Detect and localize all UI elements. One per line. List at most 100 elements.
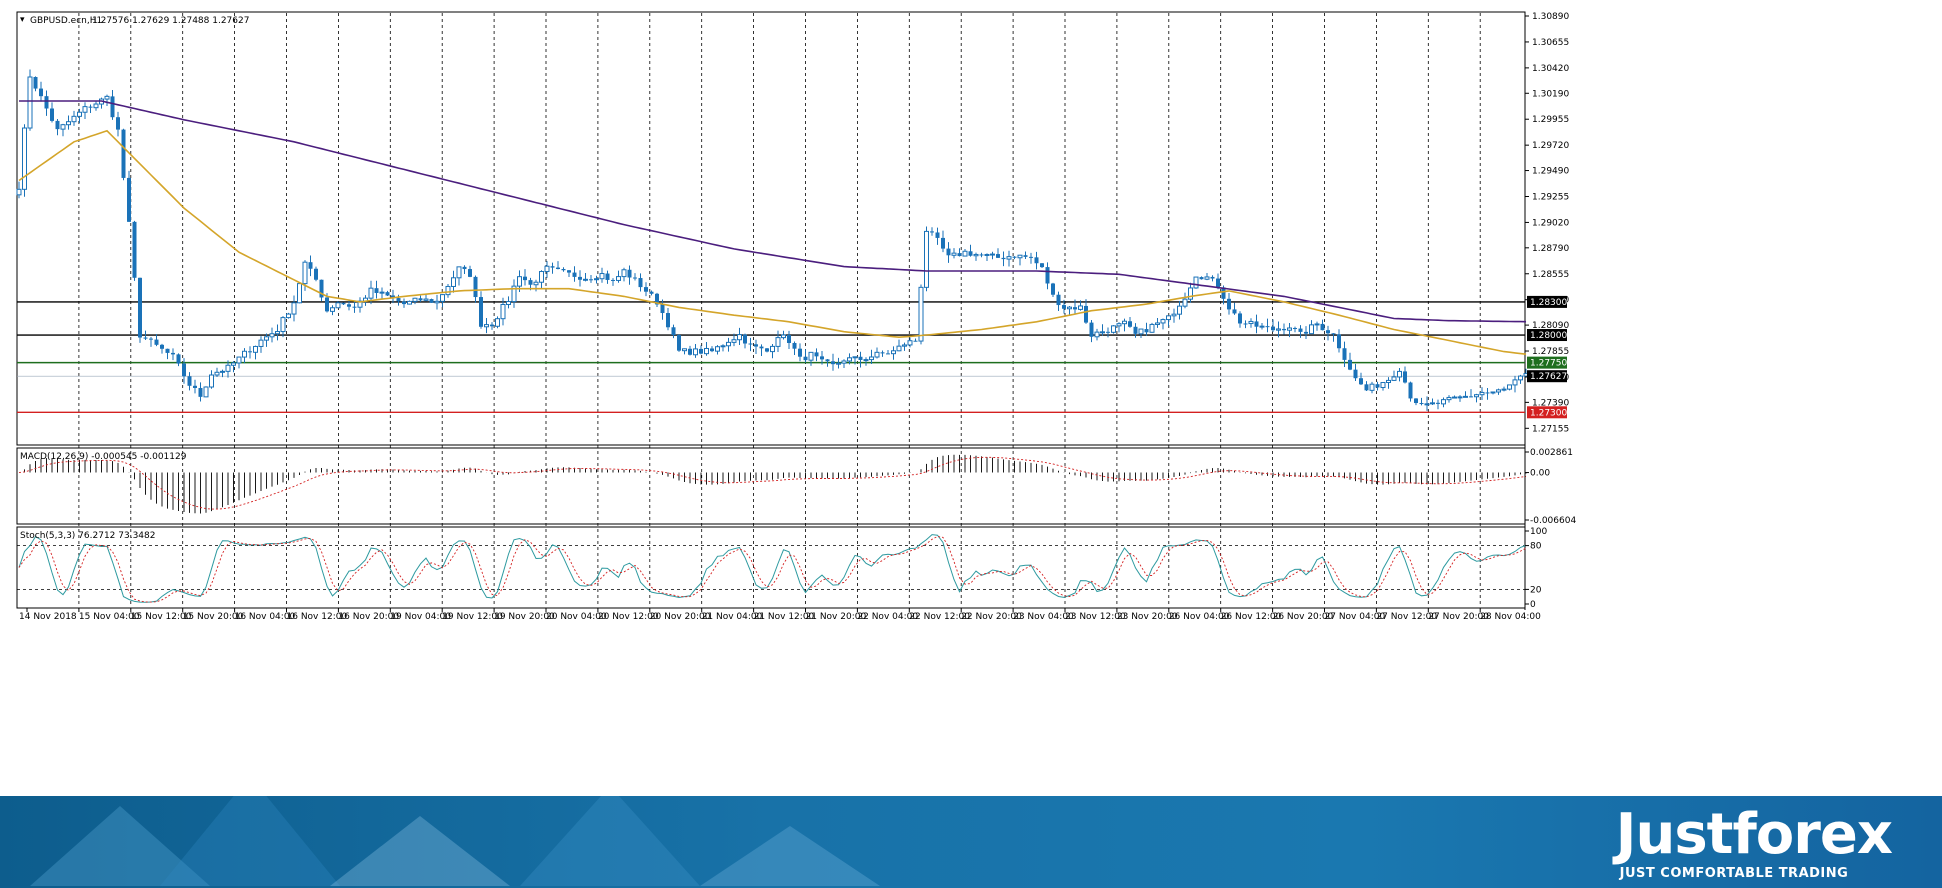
candle-body — [182, 363, 186, 377]
candle-body — [1188, 287, 1193, 300]
candle-body — [913, 340, 918, 342]
candle-body — [572, 272, 577, 277]
current-price-label: 1.27627 — [1530, 372, 1567, 382]
candle-body — [957, 253, 962, 257]
candle-body — [660, 304, 665, 314]
candle-body — [1507, 384, 1512, 390]
stoch-tick-label: 100 — [1530, 527, 1547, 537]
candle-body — [930, 231, 934, 233]
candle-body — [1518, 375, 1523, 381]
candle-body — [16, 188, 22, 196]
candle-body — [39, 88, 43, 97]
time-tick-label: 28 Nov 04:00 — [1480, 612, 1541, 622]
candle-body — [583, 278, 588, 281]
candle-body — [1452, 396, 1457, 399]
candle-body — [1084, 305, 1088, 323]
candle-body — [1446, 396, 1452, 401]
candle-body — [1337, 334, 1341, 349]
candle-body — [55, 120, 60, 130]
candle-body — [154, 339, 159, 345]
candle-body — [314, 268, 318, 280]
candle-body — [605, 273, 610, 280]
candle-body — [1441, 399, 1446, 405]
candle-body — [699, 348, 703, 354]
candle-body — [787, 335, 791, 343]
candle-body — [720, 345, 726, 348]
candle-body — [429, 299, 434, 303]
candle-body — [1380, 382, 1386, 389]
candle-body — [88, 106, 93, 108]
price-tick-label: 1.30190 — [1532, 89, 1569, 99]
candle-body — [1045, 267, 1050, 284]
candle-body — [1424, 403, 1430, 406]
candle-body — [462, 266, 467, 270]
candle-body — [506, 301, 511, 306]
candle-body — [1238, 313, 1242, 324]
time-tick-label: 23 Nov 12:00 — [1065, 612, 1126, 622]
candle-body — [1419, 403, 1424, 405]
candle-body — [116, 117, 120, 130]
banner-decoration — [30, 806, 210, 886]
candle-body — [1056, 294, 1061, 306]
candle-body — [1106, 331, 1110, 333]
candle-body — [891, 350, 896, 355]
candle-body — [1089, 322, 1094, 337]
candle-body — [990, 253, 995, 256]
candle-body — [743, 334, 747, 344]
candle-body — [269, 333, 275, 338]
time-tick-label: 26 Nov 04:00 — [1169, 612, 1230, 622]
candle-body — [1078, 305, 1083, 310]
candle-body — [1160, 319, 1166, 324]
candle-body — [825, 359, 830, 362]
candle-body — [352, 306, 357, 308]
candle-body — [176, 354, 181, 364]
candle-body — [1436, 402, 1440, 404]
time-tick-label: 19 Nov 20:00 — [494, 612, 555, 622]
macd-tick-label: 0.00 — [1530, 469, 1550, 479]
candle-body — [379, 291, 385, 294]
time-tick-label: 23 Nov 04:00 — [1013, 612, 1074, 622]
macd-panel-frame — [16, 447, 1526, 525]
candle-body — [1155, 322, 1160, 325]
candle-body — [368, 287, 374, 299]
candle-body — [863, 359, 869, 362]
banner-decoration — [520, 796, 700, 886]
symbol-arrow-icon[interactable]: ▾ — [20, 15, 25, 25]
candle-body — [633, 277, 637, 279]
candle-body — [1227, 298, 1231, 310]
time-tick-label: 22 Nov 12:00 — [909, 612, 970, 622]
candle-body — [731, 339, 737, 343]
candle-body — [544, 265, 550, 273]
price-tick-label: 1.27390 — [1532, 398, 1569, 408]
candle-body — [1133, 326, 1138, 334]
candle-body — [1067, 306, 1072, 310]
candle-body — [1210, 276, 1215, 279]
candle-body — [655, 293, 659, 305]
stoch-signal-line — [18, 536, 1527, 603]
candle-body — [996, 254, 1000, 258]
candle-body — [1293, 327, 1297, 329]
time-tick-label: 22 Nov 20:00 — [961, 612, 1022, 622]
price-tick-label: 1.27155 — [1532, 424, 1569, 434]
brand-tagline: JUST COMFORTABLE TRADING — [1619, 866, 1849, 881]
chart-canvas[interactable]: 1.30890 1.30655 1.30420 1.30190 1.29955 1.297… — [0, 0, 1942, 796]
candle-body — [110, 96, 115, 118]
candle-body — [225, 364, 231, 372]
candle-body — [66, 121, 71, 126]
candle-body — [726, 341, 731, 347]
candle-body — [979, 254, 984, 256]
macd-signal-line — [18, 456, 1527, 510]
candle-body — [1040, 263, 1044, 268]
price-tick-label: 1.29720 — [1532, 141, 1569, 151]
candle-body — [1512, 379, 1518, 386]
candle-body — [820, 356, 824, 360]
candle-body — [1034, 257, 1039, 264]
time-tick-label: 19 Nov 12:00 — [442, 612, 503, 622]
candle-body — [1369, 383, 1375, 391]
time-tick-label: 19 Nov 04:00 — [390, 612, 451, 622]
candle-body — [1375, 384, 1380, 388]
candle-body — [1479, 391, 1485, 396]
candle-body — [616, 276, 621, 281]
candle-body — [490, 324, 494, 327]
candle-body — [666, 313, 670, 328]
